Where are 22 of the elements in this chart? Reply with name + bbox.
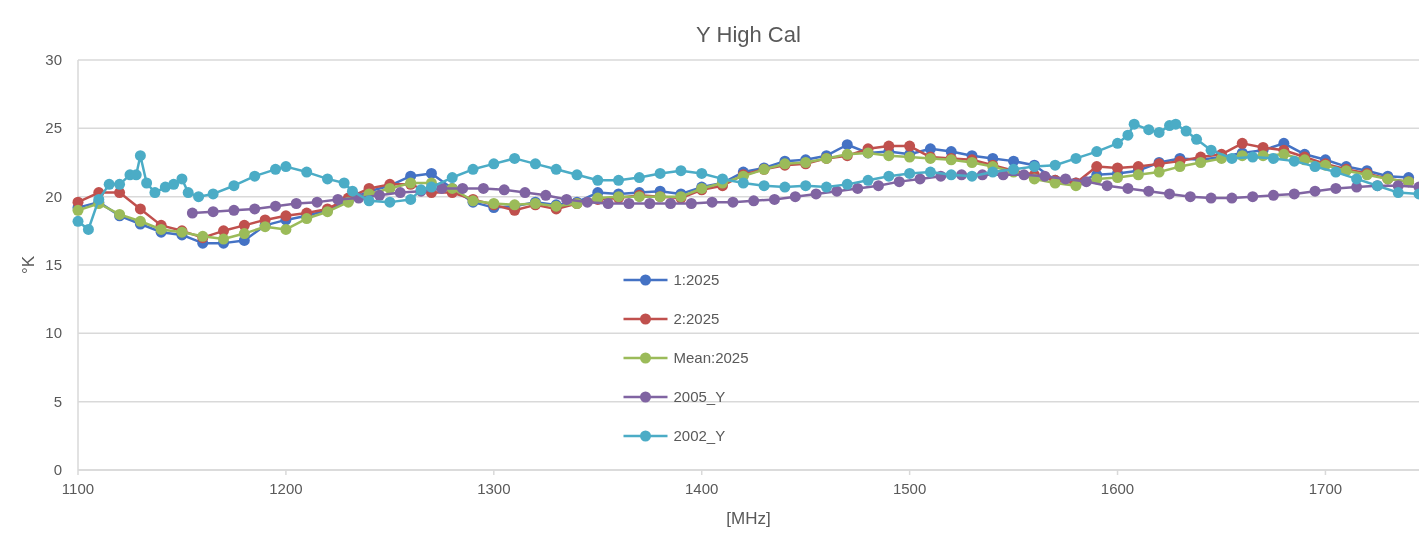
y-tick-label: 15 <box>45 256 62 273</box>
y-tick-label: 0 <box>53 461 62 478</box>
y-tick-label: 25 <box>45 119 62 137</box>
x-tick-label: 1200 <box>269 480 303 497</box>
legend-label: Mean:2025 <box>673 349 749 366</box>
x-tick-label: 1100 <box>61 480 95 497</box>
legend-label: 1:2025 <box>673 271 720 288</box>
y-tick-label: 20 <box>45 187 62 205</box>
legend-label: 2002_Y <box>673 427 726 444</box>
legend-label: 2005_Y <box>673 388 726 405</box>
y-tick-label: 5 <box>53 392 62 410</box>
y-tick-label: 30 <box>45 51 62 68</box>
y-axis-title: °K <box>19 255 38 275</box>
legend-label: 2:2025 <box>673 310 720 327</box>
x-tick-label: 1600 <box>1100 480 1135 497</box>
x-tick-label: 1400 <box>685 480 719 497</box>
x-tick-label: 1700 <box>1308 480 1343 497</box>
x-tick-label: 1500 <box>892 480 927 497</box>
y-tick-label: 10 <box>45 324 62 342</box>
chart-title: Y High Cal <box>696 22 801 47</box>
x-axis-title: [MHz] <box>726 509 771 528</box>
x-tick-label: 1300 <box>477 480 511 497</box>
